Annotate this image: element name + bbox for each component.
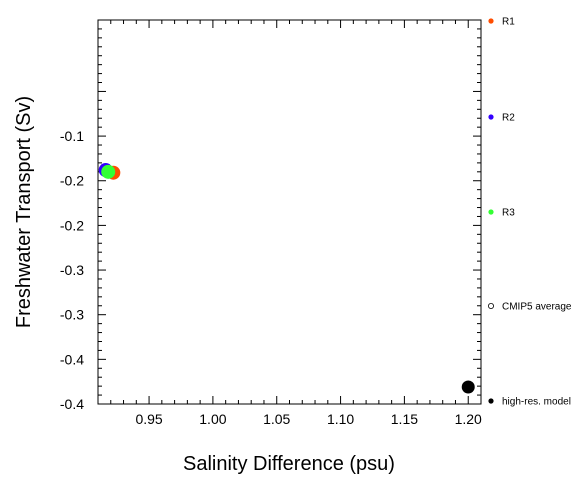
- x-tick-label: 1.15: [391, 411, 418, 427]
- x-tick-label: 1.00: [199, 411, 226, 427]
- legend-marker: [487, 302, 494, 309]
- legend-marker: [488, 209, 494, 215]
- y-tick-label: -0.4: [60, 396, 84, 412]
- plot-frame: [97, 19, 482, 405]
- legend-label: CMIP5 average: [502, 302, 572, 313]
- y-tick-label: -0.1: [60, 128, 84, 144]
- y-tick-label: -0.2: [60, 217, 84, 233]
- x-tick-label: 1.10: [327, 411, 354, 427]
- tick-marks: [97, 19, 482, 405]
- legend-label: R2: [502, 113, 515, 124]
- y-tick-label: -0.4: [60, 351, 84, 367]
- legend-marker: [488, 398, 494, 404]
- x-axis-label: Salinity Difference (psu): [183, 453, 395, 475]
- legend-label: R3: [502, 208, 515, 219]
- x-tick-label: 0.95: [135, 411, 162, 427]
- data-point: [101, 164, 116, 179]
- x-tick-label: 1.20: [455, 411, 482, 427]
- tick-labels: 0.95 1.00 1.05 1.10 1.15 1.20 -0.1 -0.2 -0.2 -0.3…: [60, 128, 482, 427]
- legend-marker: [488, 18, 494, 24]
- legend-marker: [488, 114, 494, 120]
- x-tick-label: 1.05: [263, 411, 290, 427]
- y-axis-label: Freshwater Transport (Sv): [13, 96, 35, 328]
- legend: R1 R2 R3 CMIP5 average high-res. model: [487, 17, 572, 408]
- y-tick-label: -0.3: [60, 262, 84, 278]
- y-tick-label: -0.3: [60, 307, 84, 323]
- data-point: [461, 380, 475, 394]
- y-tick-label: -0.2: [60, 173, 84, 189]
- data-points: [98, 163, 475, 394]
- legend-label: high-res. model: [502, 397, 571, 408]
- legend-label: R1: [502, 17, 515, 28]
